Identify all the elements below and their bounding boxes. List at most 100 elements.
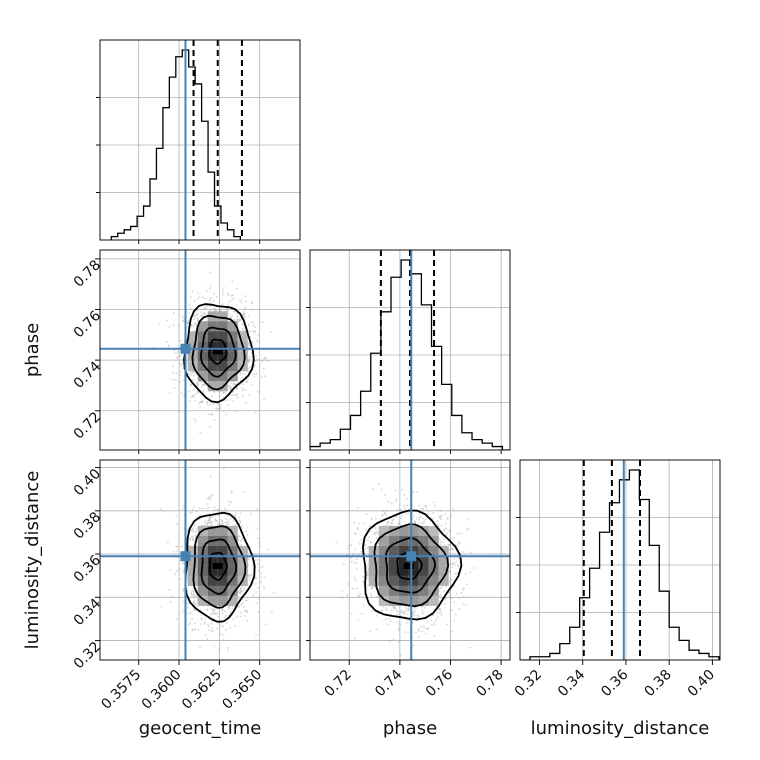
scatter-point	[233, 514, 236, 517]
scatter-point	[462, 603, 465, 606]
scatter-point	[209, 522, 212, 525]
scatter-point	[386, 522, 389, 525]
scatter-point	[238, 591, 241, 594]
scatter-point	[192, 589, 195, 592]
scatter-point	[207, 519, 210, 522]
scatter-point	[201, 401, 204, 404]
scatter-point	[207, 623, 210, 626]
scatter-point	[454, 572, 457, 575]
scatter-point	[425, 517, 428, 520]
scatter-point	[227, 606, 230, 609]
histogram-bar	[560, 644, 570, 660]
scatter-point	[214, 613, 217, 616]
density-cell	[207, 321, 218, 332]
scatter-point	[187, 312, 190, 315]
scatter-point	[193, 322, 196, 325]
scatter-point	[209, 403, 211, 406]
scatter-point	[209, 308, 212, 311]
scatter-point	[180, 364, 183, 367]
scatter-point	[219, 633, 222, 636]
scatter-point	[190, 592, 193, 595]
scatter-point	[176, 545, 179, 548]
scatter-point	[264, 375, 267, 378]
scatter-point	[206, 290, 209, 293]
scatter-point	[253, 331, 256, 334]
scatter-point	[446, 532, 449, 535]
scatter-point	[177, 350, 179, 353]
density-cell	[207, 595, 218, 606]
scatter-point	[421, 517, 424, 520]
density-cell	[187, 361, 198, 372]
density-cell	[217, 321, 228, 332]
scatter-point	[432, 518, 434, 520]
scatter-point	[352, 553, 354, 555]
scatter-point	[232, 400, 234, 403]
scatter-point	[195, 313, 198, 316]
scatter-point	[424, 504, 427, 507]
scatter-point	[203, 313, 206, 316]
scatter-point	[175, 618, 178, 621]
scatter-point	[192, 388, 195, 391]
scatter-point	[208, 625, 211, 628]
scatter-point	[255, 372, 258, 375]
scatter-point	[382, 605, 385, 608]
histogram-bar	[421, 305, 431, 450]
histogram-bar	[208, 172, 214, 240]
scatter-point	[206, 638, 209, 640]
scatter-point	[439, 515, 442, 518]
scatter-point	[189, 538, 192, 541]
scatter-point	[231, 298, 233, 301]
density-cell	[227, 555, 238, 566]
scatter-point	[188, 538, 191, 541]
histogram-bar	[221, 223, 227, 240]
histogram-bar	[659, 591, 669, 660]
scatter-point	[379, 518, 382, 521]
density-cell	[207, 351, 218, 362]
scatter-point	[248, 355, 251, 358]
scatter-point	[202, 383, 205, 386]
scatter-point	[402, 612, 405, 615]
scatter-point	[467, 518, 470, 520]
scatter-point	[228, 398, 231, 401]
scatter-point	[442, 538, 445, 541]
scatter-point	[186, 321, 189, 324]
scatter-point	[238, 591, 241, 594]
scatter-point	[342, 563, 345, 566]
density-cell	[227, 321, 238, 332]
scatter-point	[248, 344, 251, 347]
scatter-inner	[100, 460, 300, 660]
scatter-point	[187, 606, 190, 609]
scatter-point	[357, 594, 360, 597]
scatter-point	[433, 634, 436, 637]
scatter-point	[219, 407, 222, 410]
axes-frame	[99, 39, 301, 241]
scatter-point	[401, 515, 404, 517]
density-cell	[217, 555, 228, 566]
scatter-point	[438, 609, 441, 612]
scatter-point	[376, 596, 379, 598]
scatter-point	[242, 373, 245, 376]
scatter-point	[191, 628, 194, 631]
scatter-point	[212, 609, 214, 612]
scatter-point	[372, 532, 375, 535]
scatter-point	[206, 403, 209, 406]
density-cell	[197, 565, 208, 576]
scatter-point	[191, 371, 194, 374]
scatter-point	[348, 544, 351, 547]
scatter-point	[360, 538, 363, 541]
scatter-point	[403, 493, 406, 496]
scatter-point	[511, 590, 513, 592]
scatter-point	[241, 389, 244, 392]
scatter-point	[370, 586, 373, 589]
scatter-point	[353, 521, 356, 524]
scatter-point	[353, 561, 356, 564]
scatter-point	[177, 324, 180, 327]
scatter-point	[187, 373, 190, 376]
scatter-point	[196, 313, 199, 316]
scatter-point	[341, 596, 344, 599]
density-cell	[217, 331, 228, 342]
scatter-point	[390, 502, 393, 505]
scatter-point	[370, 594, 373, 597]
scatter-point	[367, 584, 369, 587]
scatter-point	[406, 608, 409, 611]
